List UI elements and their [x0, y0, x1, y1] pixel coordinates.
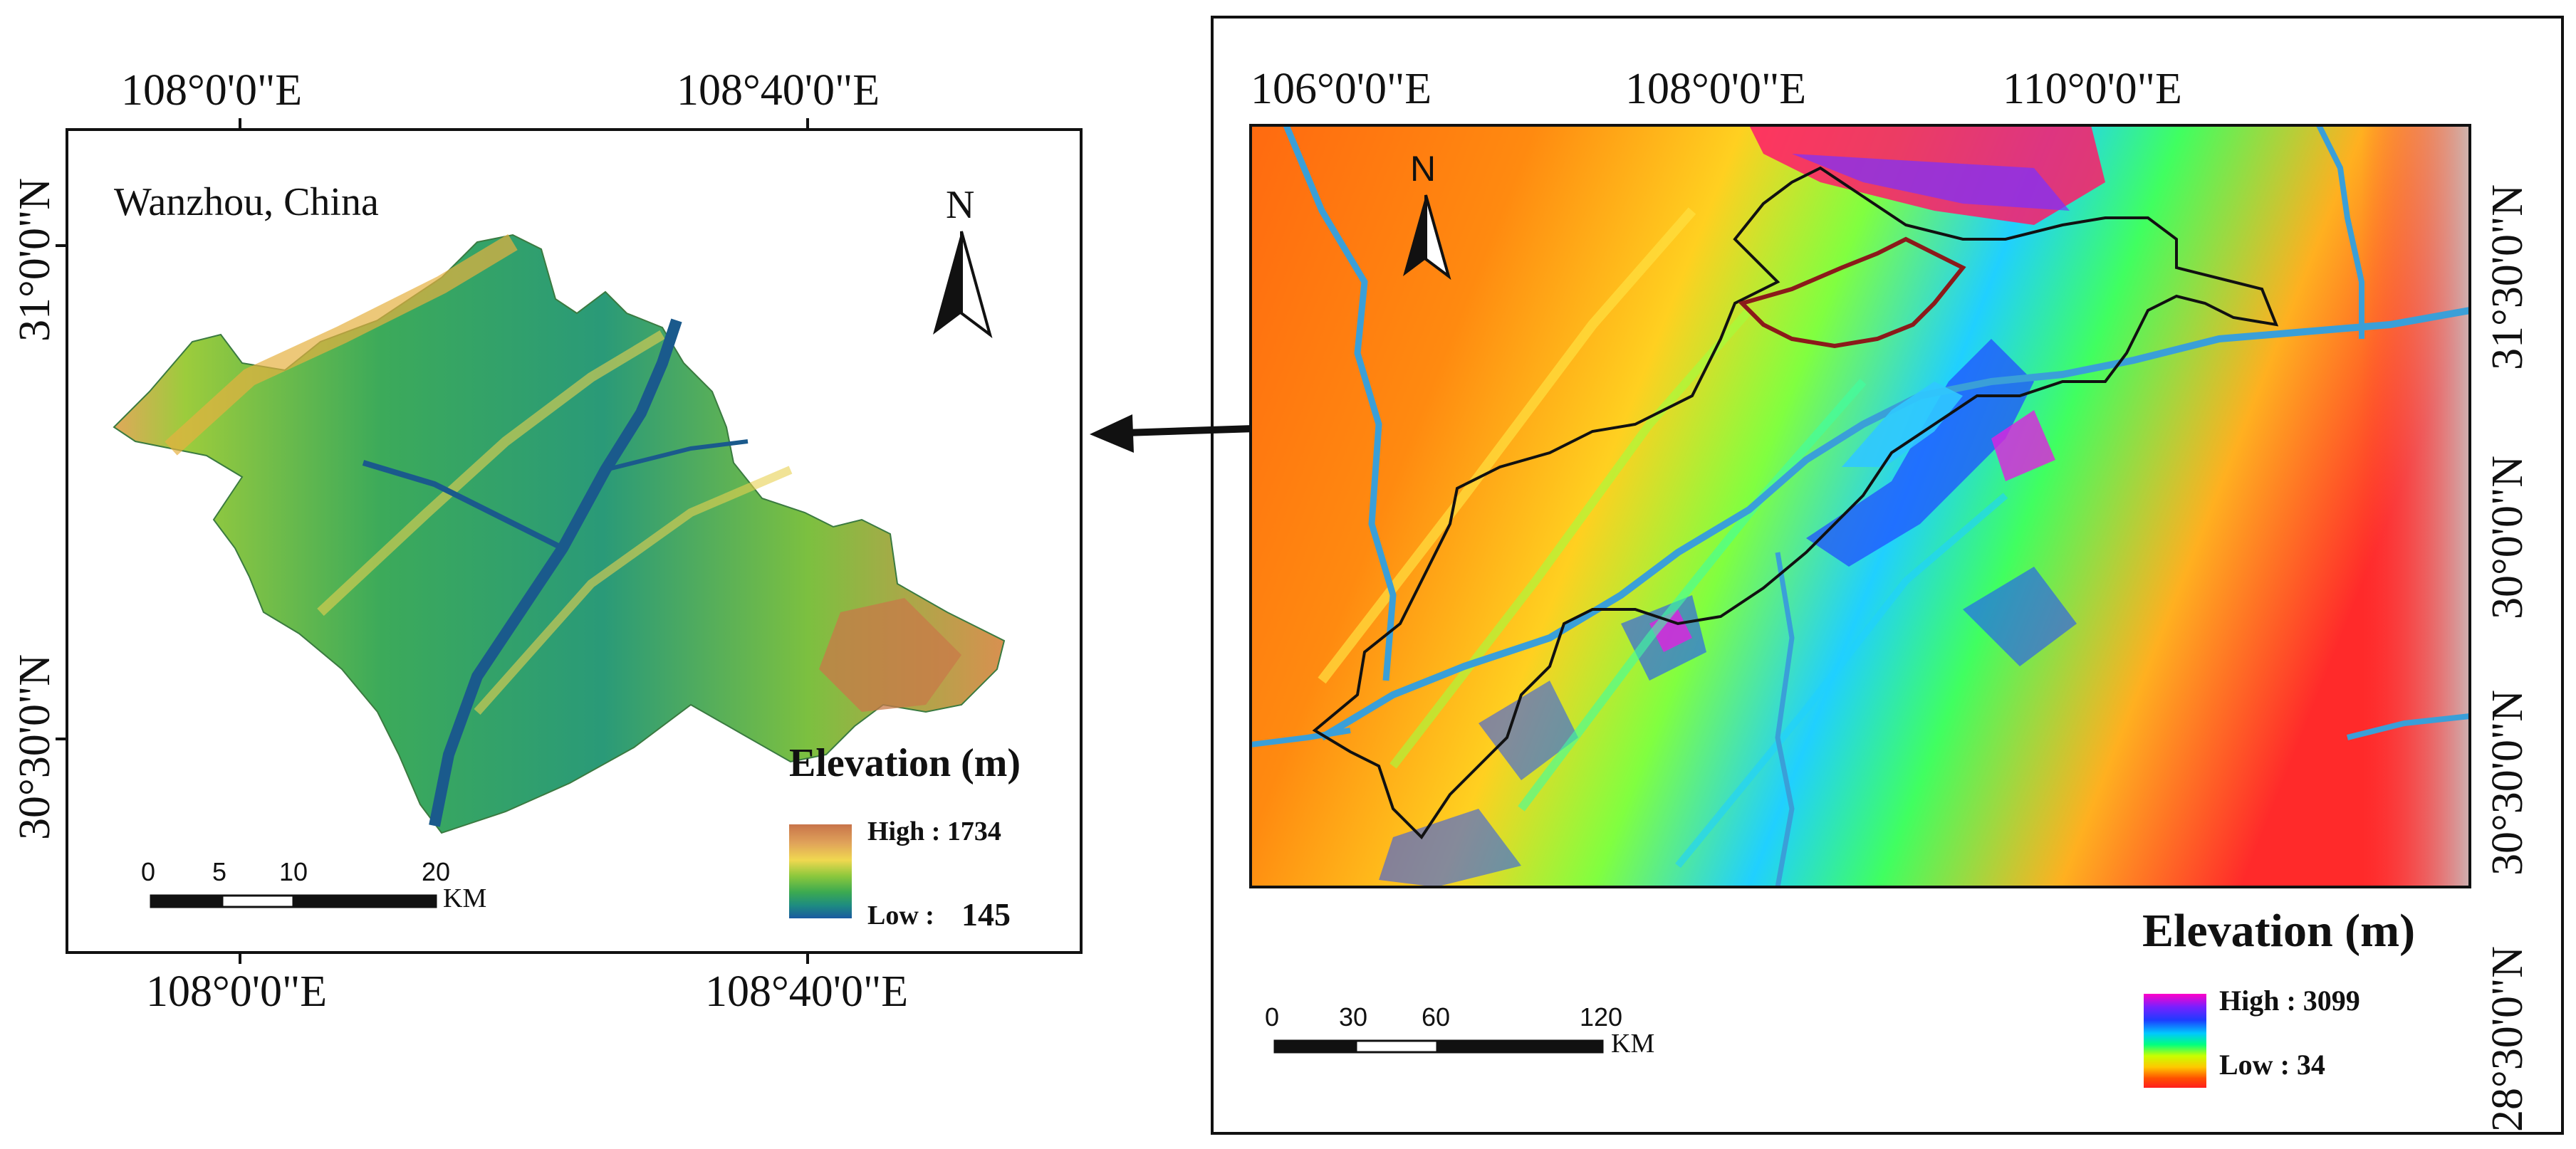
right-lat-3: 30°30'0"N — [2483, 689, 2532, 876]
left-map-title: Wanzhou, China — [114, 180, 379, 224]
right-map-outer-frame — [1211, 16, 2564, 1135]
right-lat-4: 28°30'0"N — [2483, 945, 2532, 1132]
left-legend-ramp — [789, 824, 852, 918]
right-north-arrow-icon — [1403, 194, 1451, 280]
left-north-arrow-icon — [933, 231, 993, 339]
right-legend-title: Elevation (m) — [2142, 905, 2416, 957]
left-scale-tick-10: 10 — [279, 857, 308, 886]
left-scale-bar — [150, 894, 437, 908]
right-scale-unit: KM — [1611, 1029, 1655, 1059]
left-top-lon-2: 108°40'0"E — [677, 66, 880, 115]
right-top-lon-2: 108°0'0"E — [1625, 65, 1807, 113]
left-top-lon-1: 108°0'0"E — [121, 66, 303, 115]
left-legend-low-value: 145 — [961, 896, 1011, 933]
right-scale-tick-30: 30 — [1339, 1002, 1368, 1032]
left-legend-title: Elevation (m) — [789, 741, 1021, 785]
left-scale-unit: KM — [443, 883, 487, 913]
left-scale-tick-0: 0 — [141, 857, 156, 886]
right-scale-bar — [1273, 1039, 1604, 1054]
right-top-lon-1: 106°0'0"E — [1251, 65, 1432, 113]
left-scale-tick-20: 20 — [422, 857, 451, 886]
right-top-lon-3: 110°0'0"E — [2003, 65, 2182, 113]
right-scale-tick-120: 120 — [1580, 1002, 1623, 1032]
left-legend-high: High : 1734 — [867, 817, 1001, 846]
left-bottom-lon-2: 108°40'0"E — [705, 967, 909, 1016]
right-north-label: N — [1410, 149, 1436, 189]
right-scale-tick-0: 0 — [1265, 1002, 1280, 1032]
left-map-frame — [66, 128, 1083, 954]
left-bottom-lon-1: 108°0'0"E — [146, 967, 328, 1016]
left-frame-ticks — [56, 118, 809, 964]
regional-elevation-map — [1251, 125, 2470, 887]
right-legend-low: Low : 34 — [2219, 1049, 2325, 1081]
right-legend-ramp — [2144, 994, 2206, 1088]
right-lat-2: 30°0'0"N — [2483, 455, 2532, 619]
right-map-inner-frame — [1249, 124, 2471, 888]
left-legend-low-label: Low : — [867, 901, 934, 930]
left-scale-tick-5: 5 — [212, 857, 227, 886]
right-legend-high: High : 3099 — [2219, 985, 2360, 1017]
right-scale-tick-60: 60 — [1422, 1002, 1451, 1032]
wanzhou-elevation-map — [113, 234, 1006, 834]
left-north-label: N — [946, 183, 975, 227]
right-lat-1: 31°30'0"N — [2483, 184, 2532, 370]
